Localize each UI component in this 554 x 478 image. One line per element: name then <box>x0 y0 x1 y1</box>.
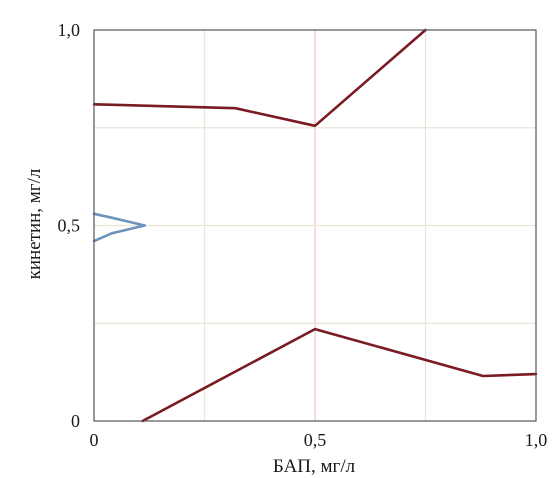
series-line-1 <box>92 28 427 128</box>
y-axis-title: кинетин, мг/л <box>24 168 45 279</box>
x-axis-title: БАП, мг/л <box>273 456 356 477</box>
series-line-3 <box>92 212 147 243</box>
y-tick-label: 0 <box>71 411 80 431</box>
y-tick-label: 0,5 <box>58 216 81 236</box>
x-tick-label: 0 <box>90 430 99 450</box>
series-line-2 <box>141 327 538 423</box>
plot-frame <box>93 29 537 422</box>
series-layer <box>92 28 538 423</box>
x-tick-labels: 0 0,5 1,0 <box>90 430 548 450</box>
x-tick-label: 0,5 <box>304 430 327 450</box>
x-tick-label: 1,0 <box>525 430 548 450</box>
y-tick-labels: 0 0,5 1,0 <box>58 20 81 431</box>
y-tick-label: 1,0 <box>58 20 81 40</box>
grid <box>94 30 536 421</box>
